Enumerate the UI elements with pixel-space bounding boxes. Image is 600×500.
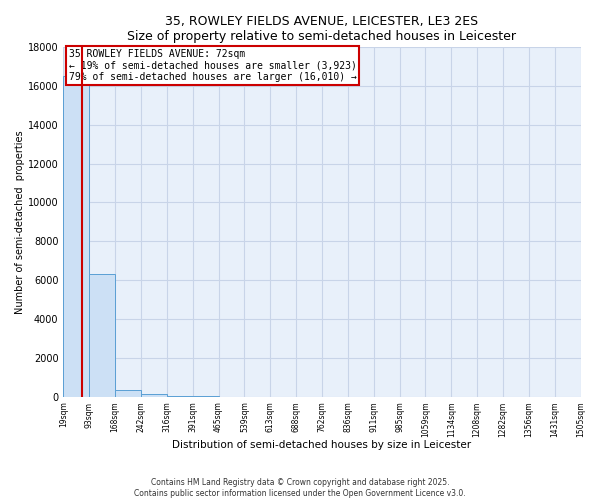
Text: Contains HM Land Registry data © Crown copyright and database right 2025.
Contai: Contains HM Land Registry data © Crown c…	[134, 478, 466, 498]
Bar	[89, 274, 115, 396]
Title: 35, ROWLEY FIELDS AVENUE, LEICESTER, LE3 2ES
Size of property relative to semi-d: 35, ROWLEY FIELDS AVENUE, LEICESTER, LE3…	[127, 15, 517, 43]
Text: 35 ROWLEY FIELDS AVENUE: 72sqm
← 19% of semi-detached houses are smaller (3,923): 35 ROWLEY FIELDS AVENUE: 72sqm ← 19% of …	[68, 48, 356, 82]
X-axis label: Distribution of semi-detached houses by size in Leicester: Distribution of semi-detached houses by …	[172, 440, 472, 450]
Bar	[141, 394, 167, 396]
Y-axis label: Number of semi-detached  properties: Number of semi-detached properties	[15, 130, 25, 314]
Bar	[115, 390, 141, 396]
Bar	[64, 76, 89, 396]
